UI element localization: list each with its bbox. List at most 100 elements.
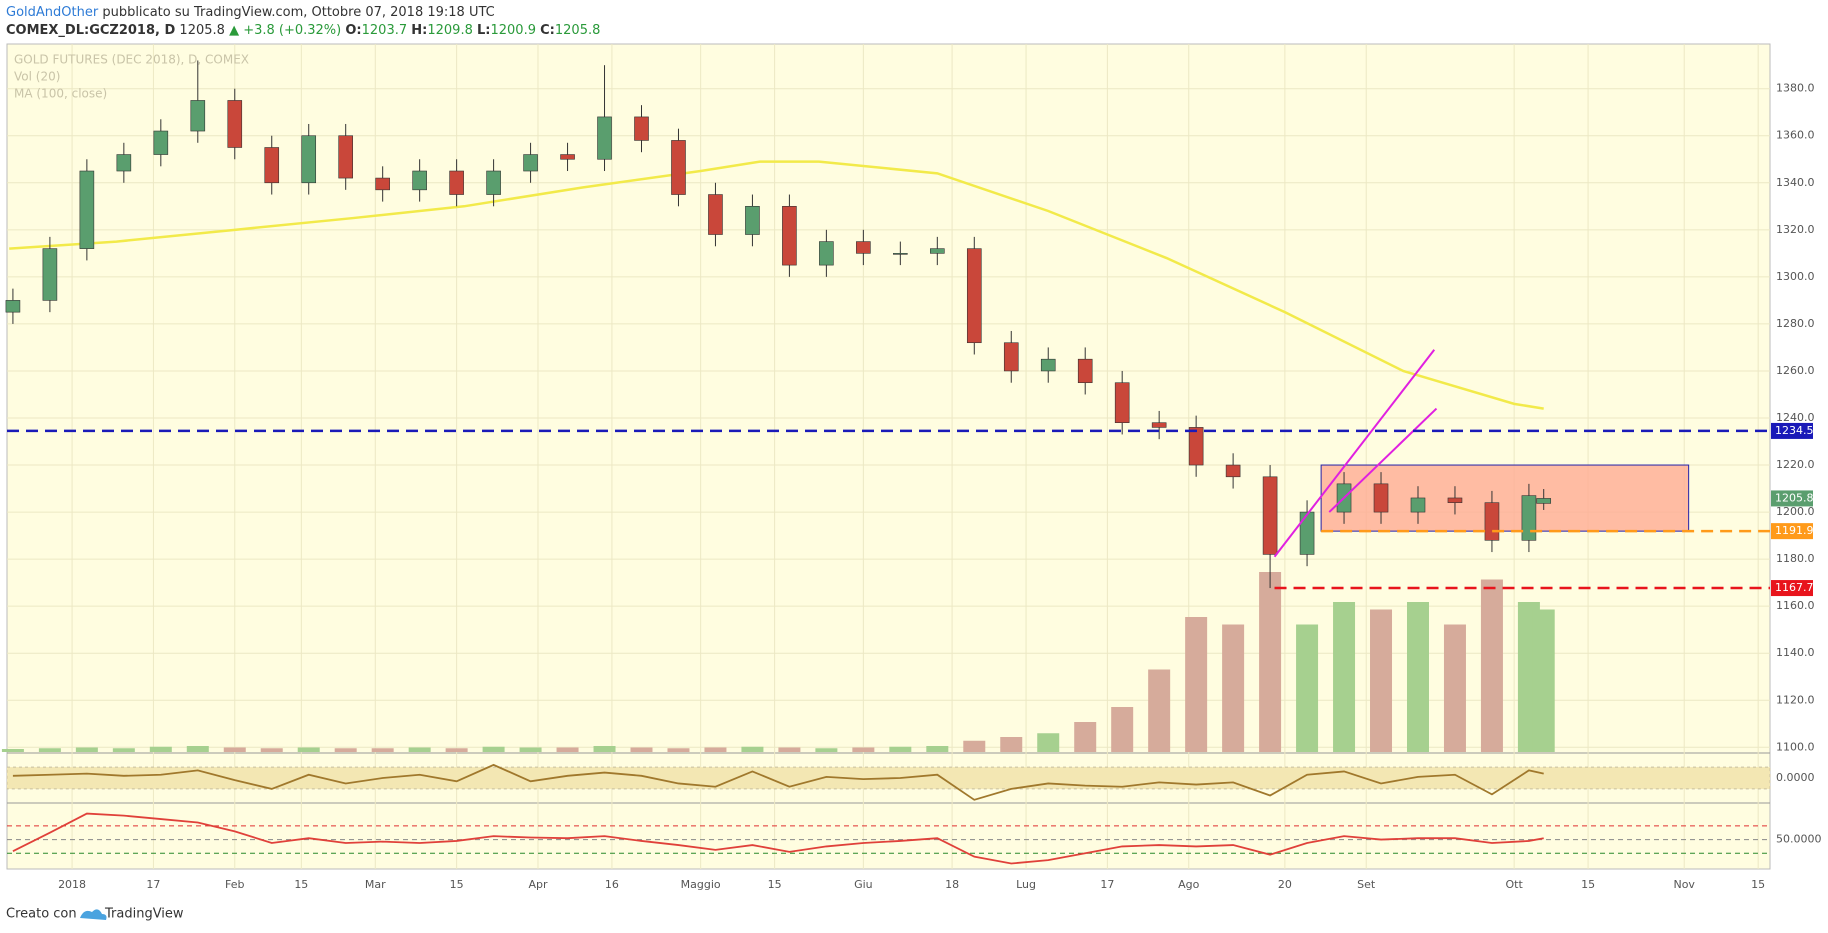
y-tick-label: 1380.0 (1776, 82, 1815, 95)
volume-bar (1222, 624, 1245, 752)
candle-body (5, 300, 21, 313)
trendline (1328, 407, 1438, 513)
x-tick-label: 15 (1581, 878, 1595, 891)
y-tick-label: 50.0000 (1776, 833, 1822, 846)
symbol: COMEX_DL:GCZ2018, D (6, 23, 175, 38)
published: pubblicato su TradingView.com, Ottobre 0… (102, 5, 494, 20)
candle-body (1299, 511, 1315, 555)
candle-body (227, 100, 243, 148)
l-label: L: (477, 23, 490, 38)
y-tick-label: 1140.0 (1776, 646, 1815, 659)
x-tick-label: Maggio (681, 878, 721, 891)
volume-bar (1532, 609, 1555, 752)
volume-bar (186, 746, 209, 752)
volume-bar (1443, 624, 1466, 752)
candle-body (190, 100, 206, 132)
y-tick-label: 1100.0 (1776, 740, 1815, 753)
x-tick-label: 18 (945, 878, 959, 891)
volume-bar (1, 749, 24, 752)
moving-average (9, 160, 1544, 410)
y-tick-label: 1360.0 (1776, 129, 1815, 142)
volume-bar (815, 748, 838, 752)
volume-bar (223, 747, 246, 752)
volume-bar (519, 747, 542, 752)
author[interactable]: GoldAndOther (6, 5, 99, 20)
x-tick-label: 16 (605, 878, 619, 891)
candle-body (42, 248, 58, 301)
candle-body (634, 116, 649, 141)
x-tick-label: 15 (450, 878, 464, 891)
x-tick-label: Feb (225, 878, 244, 891)
volume-bar (38, 748, 61, 752)
y-tick-label: 1220.0 (1776, 458, 1815, 471)
footer-text: Creato con (6, 907, 77, 922)
candle-body (930, 248, 945, 254)
candle-body (1151, 422, 1167, 428)
candle-body (560, 154, 575, 160)
candle-body (412, 170, 427, 191)
candle-body (745, 205, 760, 235)
candle-body (1003, 342, 1019, 372)
candle-body (449, 170, 464, 195)
c-value: 1205.8 (555, 23, 601, 38)
candle-body (1447, 497, 1463, 503)
candle-body (523, 154, 538, 172)
x-tick-label: Set (1357, 878, 1376, 891)
level-tag (1771, 580, 1813, 597)
candle-body (1077, 358, 1093, 384)
volume-bar (149, 746, 172, 752)
volume-bar (1296, 624, 1319, 752)
volume-bar (852, 747, 875, 752)
x-tick-label: 2018 (58, 878, 86, 891)
volume-bar (704, 747, 727, 752)
o-value: 1203.7 (362, 23, 408, 38)
candle-body (1188, 427, 1204, 466)
footer-brand[interactable]: TradingView (104, 907, 184, 922)
candle-body (1373, 483, 1389, 513)
volume-bar (667, 748, 690, 752)
level-label: 1191.9 (1775, 524, 1814, 537)
last: 1205.8 (179, 23, 225, 38)
symbol-line: COMEX_DL:GCZ2018, D 1205.8 ▲ +3.8 (+0.32… (6, 23, 600, 38)
volume-bar (1370, 609, 1393, 752)
candle-body (1484, 502, 1500, 541)
volume-bar (260, 748, 283, 752)
pane-label: Vol (20) (14, 70, 60, 84)
x-tick-label: Mar (365, 878, 386, 891)
y-tick-label: 1180.0 (1776, 552, 1815, 565)
level-label: 1234.5 (1775, 424, 1814, 437)
volume-bar (408, 747, 431, 752)
volume-bar (75, 747, 98, 752)
x-tick-label: Apr (528, 878, 548, 891)
candle-body (79, 170, 95, 249)
o-label: O: (345, 23, 361, 38)
candle-body (338, 135, 353, 179)
h-label: H: (411, 23, 427, 38)
volume-bar (630, 747, 653, 752)
pane-label: GOLD FUTURES (DEC 2018), D, COMEX (14, 53, 249, 67)
last-price: 1205.8 (1775, 491, 1814, 504)
volume-bar (112, 748, 135, 752)
candle-body (1114, 382, 1130, 423)
volume-bar (1037, 733, 1060, 752)
logo (80, 909, 107, 920)
volume-bar (371, 748, 394, 752)
header-line: GoldAndOther pubblicato su TradingView.c… (6, 5, 495, 20)
level-tag (1771, 523, 1813, 540)
x-tick-label: Ago (1178, 878, 1200, 891)
volume-bar (1333, 602, 1356, 752)
x-tick-label: Giu (854, 878, 873, 891)
c-label: C: (540, 23, 555, 38)
volume-bar (1000, 737, 1023, 752)
candle-body (966, 248, 982, 344)
y-tick-label: 1260.0 (1776, 364, 1815, 377)
x-tick-label: 17 (1100, 878, 1114, 891)
candle-body (301, 135, 317, 184)
x-tick-label: 15 (294, 878, 308, 891)
candle-body (671, 140, 686, 195)
y-tick-label: 1300.0 (1776, 270, 1815, 283)
candle-body (1225, 464, 1241, 478)
x-tick-label: Nov (1673, 878, 1695, 891)
volume-bar (445, 748, 468, 752)
